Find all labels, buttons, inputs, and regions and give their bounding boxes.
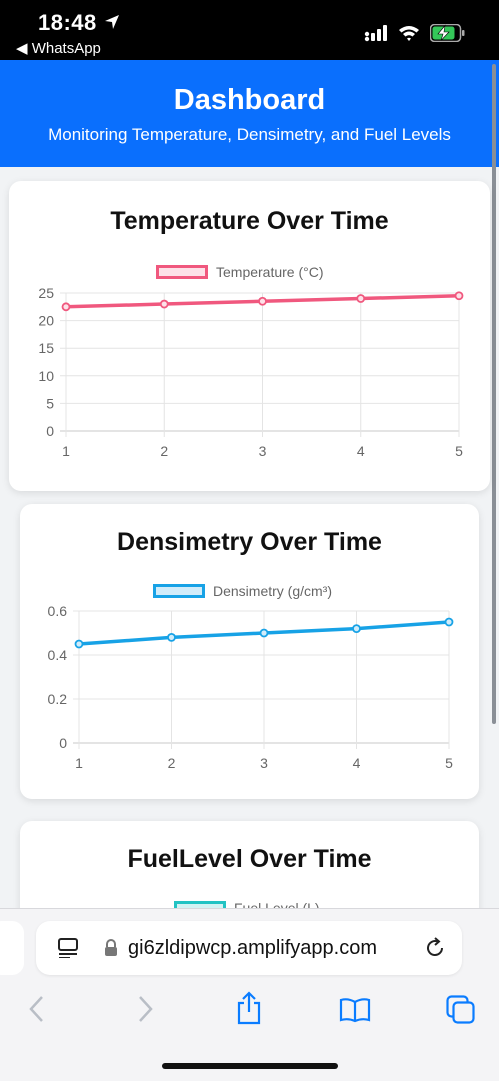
bookmarks-icon[interactable]: [339, 997, 371, 1028]
battery-charging-icon: [429, 23, 466, 47]
data-point: [356, 294, 366, 303]
data-point: [454, 291, 464, 301]
forward-arrow-icon[interactable]: [136, 995, 154, 1028]
data-point: [258, 296, 267, 306]
x-tick-label: 3: [259, 443, 267, 459]
temperature-chart-card: Temperature Over Time Temperature (°C) 0…: [9, 181, 490, 491]
browser-bottom-bar: gi6zldipwcp.amplifyapp.com: [0, 908, 499, 1081]
temperature-line-chart: 0 5 10 15 20 25 1 2 3 4 5: [38, 285, 464, 459]
y-tick-label: 0: [46, 423, 54, 439]
x-tick-label: 3: [260, 755, 268, 771]
page-subtitle: Monitoring Temperature, Densimetry, and …: [48, 125, 451, 144]
temperature-chart-title: Temperature Over Time: [110, 207, 389, 235]
temperature-legend[interactable]: Temperature (°C): [156, 262, 324, 282]
x-tick-label: 2: [168, 755, 176, 771]
reload-icon[interactable]: [424, 937, 446, 964]
y-tick-label: 0.6: [48, 603, 68, 619]
y-tick-label: 15: [38, 340, 54, 356]
location-arrow-icon: [104, 14, 120, 35]
page-menu-icon[interactable]: [58, 938, 80, 963]
data-point: [61, 302, 71, 312]
data-point: [74, 639, 84, 649]
status-time: 18:48: [38, 10, 97, 35]
densimetry-legend[interactable]: Densimetry (g/cm³): [153, 581, 332, 601]
y-tick-label: 0: [59, 735, 67, 751]
x-tick-label: 1: [75, 755, 83, 771]
cellular-signal-icon: [364, 24, 390, 47]
scrollbar[interactable]: [492, 64, 496, 724]
densimetry-legend-swatch: [153, 584, 205, 598]
x-tick-label: 4: [353, 755, 361, 771]
y-tick-label: 5: [46, 395, 54, 411]
y-tick-label: 0.4: [48, 647, 68, 663]
densimetry-legend-label: Densimetry (g/cm³): [213, 583, 333, 599]
x-tick-label: 5: [445, 755, 453, 771]
densimetry-chart-title: Densimetry Over Time: [117, 528, 382, 556]
x-tick-label: 5: [455, 443, 463, 459]
url-text[interactable]: gi6zldipwcp.amplifyapp.com: [128, 937, 378, 959]
y-tick-label: 20: [38, 313, 54, 329]
data-point: [159, 299, 169, 309]
lock-icon: [104, 939, 118, 962]
temperature-legend-swatch: [156, 265, 208, 279]
y-tick-label: 0.2: [48, 691, 68, 707]
tabs-icon[interactable]: [446, 995, 476, 1030]
address-bar[interactable]: gi6zldipwcp.amplifyapp.com: [36, 921, 462, 975]
share-icon[interactable]: [235, 991, 263, 1030]
x-tick-label: 1: [62, 443, 70, 459]
previous-tab-preview[interactable]: [0, 921, 24, 975]
home-indicator[interactable]: [162, 1063, 338, 1069]
data-point: [259, 628, 269, 638]
y-tick-label: 10: [38, 368, 54, 384]
wifi-icon: [398, 24, 420, 47]
fuel-level-chart-title: FuelLevel Over Time: [127, 845, 372, 873]
page-title: Dashboard: [173, 84, 326, 116]
data-point: [167, 632, 176, 642]
back-arrow-icon[interactable]: [28, 995, 46, 1028]
x-tick-label: 2: [160, 443, 168, 459]
densimetry-chart-card: Densimetry Over Time Densimetry (g/cm³) …: [20, 504, 479, 799]
data-point: [352, 624, 361, 633]
back-to-app-link[interactable]: ◀ WhatsApp: [16, 40, 101, 57]
temperature-legend-label: Temperature (°C): [216, 264, 324, 280]
densimetry-line-chart: 0 0.2 0.4 0.6 1 2 3 4 5: [48, 603, 454, 771]
data-point: [444, 617, 454, 627]
status-bar: 18:48 ◀ WhatsApp: [0, 0, 499, 60]
x-tick-label: 4: [357, 443, 365, 459]
y-tick-label: 25: [38, 285, 54, 301]
dashboard-header: Dashboard Monitoring Temperature, Densim…: [0, 60, 499, 167]
